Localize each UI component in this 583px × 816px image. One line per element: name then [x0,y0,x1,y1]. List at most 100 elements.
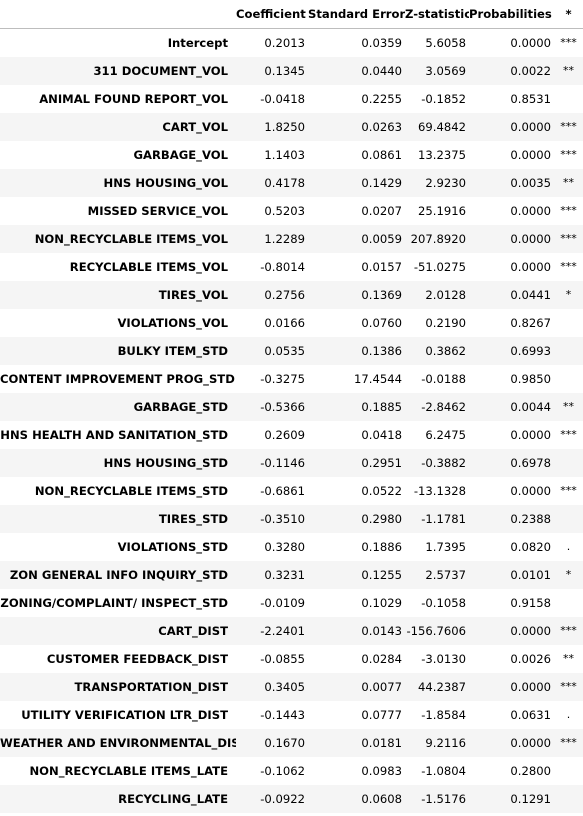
coefficient-cell: -0.6861 [260,484,305,498]
probability-cell: 0.0000 [510,232,551,246]
significance-cell: *** [560,36,577,49]
table-row: RECYCLING_LATE -0.0922 0.0608 -1.5176 0.1291 [0,785,583,813]
coefficient-cell: 0.0535 [264,344,305,358]
header-probabilities: Probabilities [469,0,554,29]
row-label: ANIMAL FOUND REPORT_VOL [39,92,228,106]
row-label: UTILITY VERIFICATION LTR_DIST [21,708,228,722]
significance-cell [554,309,583,337]
standard-error-cell: 0.0207 [361,204,402,218]
significance-cell: ** [563,400,574,413]
probability-cell: 0.0000 [510,736,551,750]
z-statistic-cell: 69.4842 [418,120,466,134]
coefficient-cell: 0.3280 [264,540,305,554]
table-row: RECYCLABLE ITEMS_VOL -0.8014 0.0157 -51.027… [0,253,583,281]
table-row: TIRES_VOL 0.2756 0.1369 2.0128 0.0441 * [0,281,583,309]
standard-error-cell: 0.0777 [361,708,402,722]
row-label: RECYCLING_LATE [118,792,228,806]
row-label: WEATHER AND ENVIRONMENTAL_DIST [0,736,236,750]
coefficient-cell: 1.1403 [264,148,305,162]
row-label: ZONING/COMPLAINT/ INSPECT_STD [0,596,228,610]
standard-error-cell: 0.0263 [361,120,402,134]
coefficient-cell: 0.2013 [264,36,305,50]
probability-cell: 0.0000 [510,204,551,218]
row-label: NON_RECYCLABLE ITEMS_VOL [34,232,228,246]
standard-error-cell: 0.0418 [361,428,402,442]
significance-cell [554,449,583,477]
table-row: HNS HOUSING_STD -0.1146 0.2951 -0.3882 0.697… [0,449,583,477]
probability-cell: 0.0441 [510,288,551,302]
coefficient-cell: 0.3231 [264,568,305,582]
row-label: HNS HOUSING_VOL [103,176,228,190]
significance-cell: *** [560,484,577,497]
row-label: 311 DOCUMENT_VOL [93,64,228,78]
row-label: CONTENT IMPROVEMENT PROG_STD [0,372,235,386]
coefficient-cell: -0.1443 [260,708,305,722]
header-coefficient: Coefficient [236,0,308,29]
table-row: NON_RECYCLABLE ITEMS_VOL 1.2289 0.0059 207.… [0,225,583,253]
coefficient-cell: -0.5366 [260,400,305,414]
coefficient-cell: 0.0166 [264,316,305,330]
significance-cell: . [566,540,571,553]
table-row: ANIMAL FOUND REPORT_VOL -0.0418 0.2255 -0.1… [0,85,583,113]
coefficient-cell: 1.8250 [264,120,305,134]
table-row: MISSED SERVICE_VOL 0.5203 0.0207 25.1916 0.0… [0,197,583,225]
probability-cell: 0.0000 [510,148,551,162]
probability-cell: 0.0000 [510,428,551,442]
z-statistic-cell: 2.0128 [425,288,466,302]
probability-cell: 0.6978 [510,456,551,470]
z-statistic-cell: 3.0569 [425,64,466,78]
standard-error-cell: 0.0522 [361,484,402,498]
table-row: ZON GENERAL INFO INQUIRY_STD 0.3231 0.1255… [0,561,583,589]
coefficient-cell: 0.3405 [264,680,305,694]
probability-cell: 0.0035 [510,176,551,190]
z-statistic-cell: -0.3882 [421,456,466,470]
z-statistic-cell: -1.8584 [421,708,466,722]
row-label: HNS HOUSING_STD [103,456,228,470]
coefficient-cell: -0.1146 [260,456,305,470]
significance-cell [554,85,583,113]
row-label: ZON GENERAL INFO INQUIRY_STD [9,568,228,582]
coefficient-cell: 0.2609 [264,428,305,442]
probability-cell: 0.1291 [510,792,551,806]
probability-cell: 0.0000 [510,36,551,50]
header-z-statistic: Z-statistic [405,0,469,29]
row-label: CART_VOL [162,120,228,134]
table-row: UTILITY VERIFICATION LTR_DIST -0.1443 0.07… [0,701,583,729]
coefficient-cell: 0.1345 [264,64,305,78]
probability-cell: 0.0022 [510,64,551,78]
significance-cell: ** [563,64,574,77]
z-statistic-cell: 25.1916 [418,204,466,218]
standard-error-cell: 0.2951 [361,456,402,470]
coefficient-cell: 0.4178 [264,176,305,190]
probability-cell: 0.0000 [510,484,551,498]
z-statistic-cell: -13.1328 [413,484,466,498]
coefficient-cell: 0.2756 [264,288,305,302]
row-label: TRANSPORTATION_DIST [74,680,228,694]
probability-cell: 0.0000 [510,260,551,274]
coefficient-cell: 0.1670 [264,736,305,750]
header-row: Coefficient Standard Error Z-statistic P… [0,0,583,29]
significance-cell: *** [560,680,577,693]
z-statistic-cell: 5.6058 [425,36,466,50]
table-row: TRANSPORTATION_DIST 0.3405 0.0077 44.2387 0.… [0,673,583,701]
table-row: WEATHER AND ENVIRONMENTAL_DIST 0.1670 0.01… [0,729,583,757]
significance-cell: *** [560,232,577,245]
table-row: HNS HEALTH AND SANITATION_STD 0.2609 0.041… [0,421,583,449]
z-statistic-cell: -3.0130 [421,652,466,666]
coefficient-cell: 0.5203 [264,204,305,218]
z-statistic-cell: -2.8462 [421,400,466,414]
z-statistic-cell: 9.2116 [425,736,466,750]
table-row: CONTENT IMPROVEMENT PROG_STD -0.3275 17.45… [0,365,583,393]
probability-cell: 0.8531 [510,92,551,106]
table-row: NON_RECYCLABLE ITEMS_LATE -0.1062 0.0983 -1… [0,757,583,785]
standard-error-cell: 0.2980 [361,512,402,526]
significance-cell [554,785,583,813]
probability-cell: 0.9158 [510,596,551,610]
standard-error-cell: 0.1369 [361,288,402,302]
probability-cell: 0.0820 [510,540,551,554]
significance-cell [554,589,583,617]
probability-cell: 0.0000 [510,624,551,638]
probability-cell: 0.2388 [510,512,551,526]
coefficient-cell: -0.3510 [260,512,305,526]
z-statistic-cell: -1.1781 [421,512,466,526]
